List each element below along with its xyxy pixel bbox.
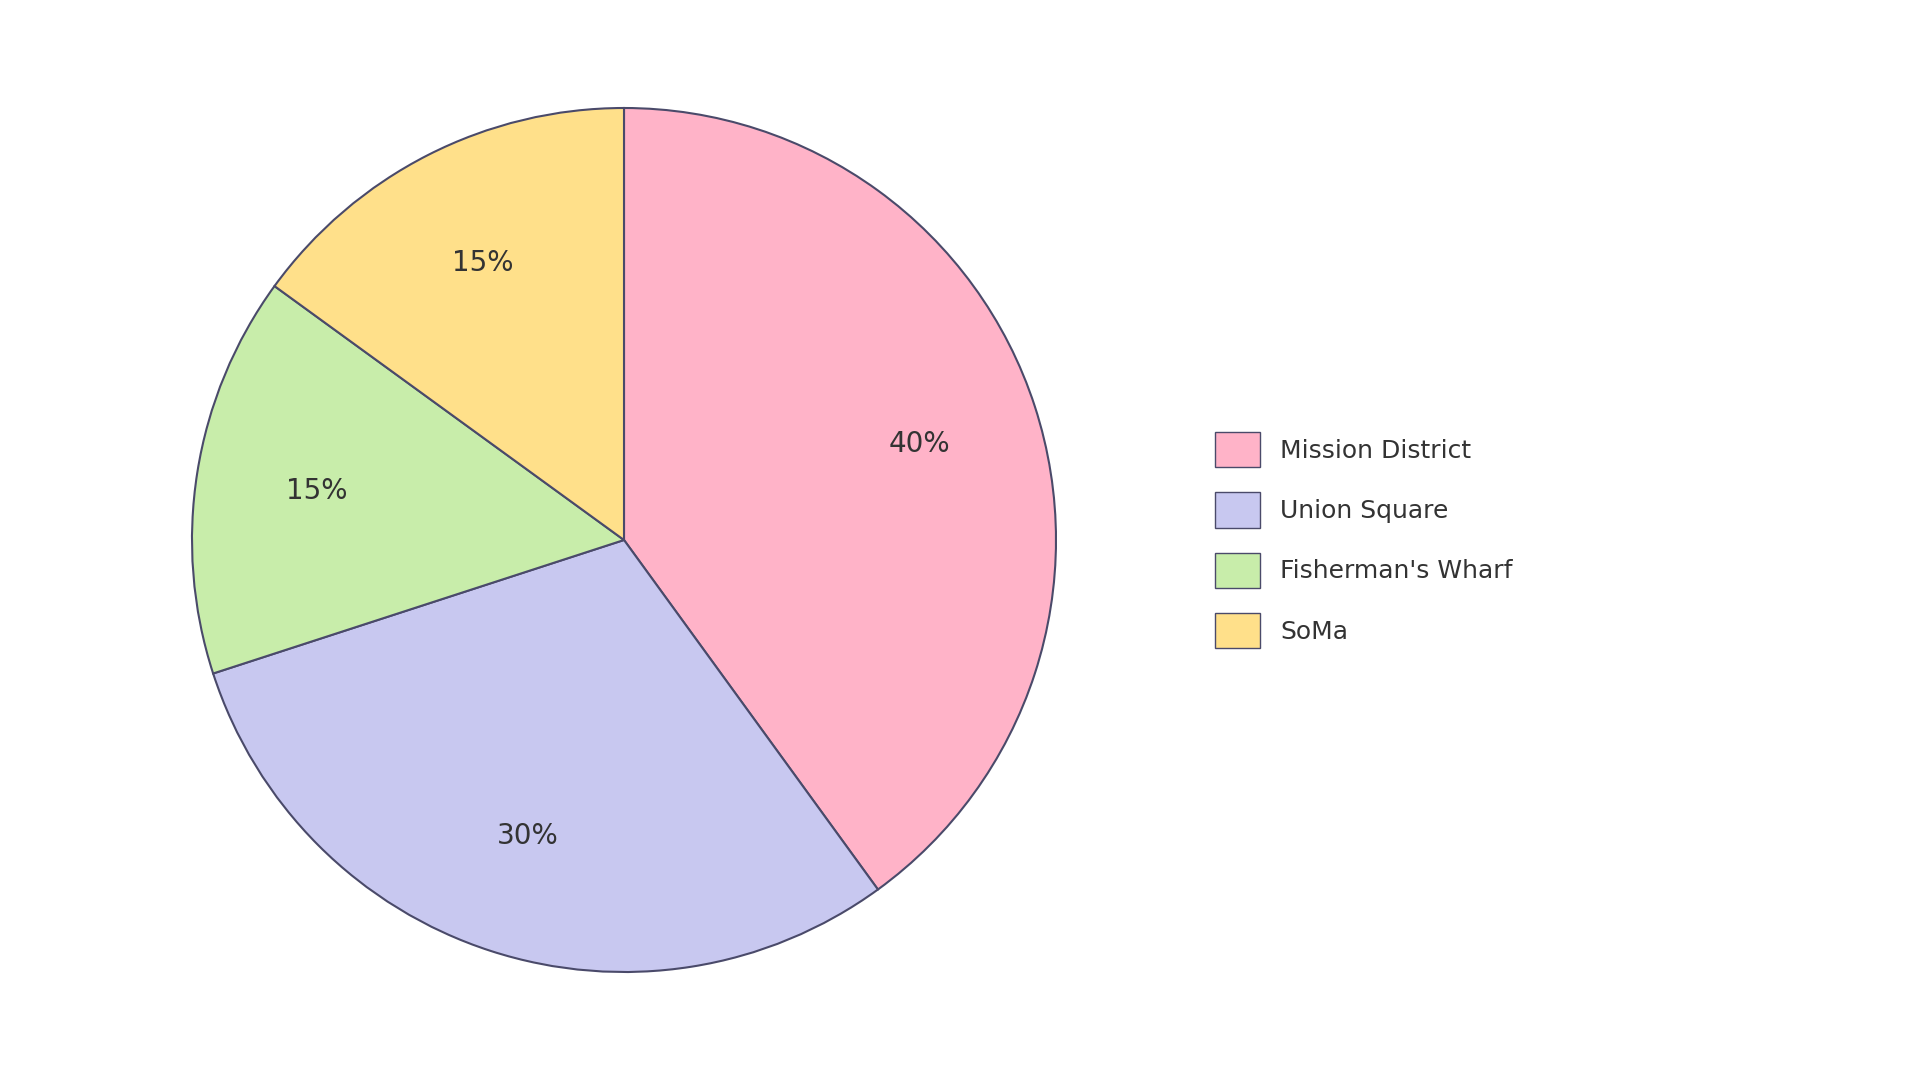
Wedge shape (192, 286, 624, 674)
Text: 15%: 15% (286, 477, 348, 505)
Wedge shape (213, 540, 877, 972)
Legend: Mission District, Union Square, Fisherman's Wharf, SoMa: Mission District, Union Square, Fisherma… (1204, 419, 1524, 661)
Text: 30%: 30% (497, 822, 559, 850)
Text: 40%: 40% (889, 430, 950, 458)
Wedge shape (624, 108, 1056, 890)
Text: 15%: 15% (451, 248, 513, 276)
Wedge shape (275, 108, 624, 540)
